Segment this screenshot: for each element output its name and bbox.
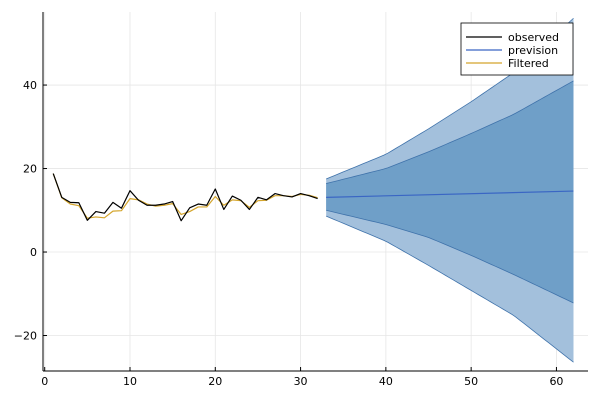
axes xyxy=(42,12,588,372)
series-lines xyxy=(52,173,574,222)
y-tick-label: −20 xyxy=(14,330,37,343)
y-tick-label: 40 xyxy=(23,79,37,92)
legend-box xyxy=(460,22,574,76)
series-line-filtered xyxy=(52,173,318,219)
confidence-bands xyxy=(326,17,574,363)
x-tick-label: 30 xyxy=(294,375,308,388)
series-line-observed xyxy=(52,173,318,222)
x-tick-label: 50 xyxy=(464,375,478,388)
band-inner xyxy=(326,80,574,303)
band-outer-lower-edge xyxy=(326,215,574,363)
x-tick-label: 10 xyxy=(123,375,137,388)
x-tick-label: 40 xyxy=(379,375,393,388)
y-tick-label: 20 xyxy=(23,163,37,176)
band-inner-lower-edge xyxy=(326,209,574,304)
x-tick-label: 0 xyxy=(41,375,48,388)
series-line-prevision xyxy=(326,190,574,198)
tick-labels: 0 10 20 30 40 50 60 −20 0 20 40 xyxy=(14,79,564,388)
band-inner-upper-edge xyxy=(326,80,574,184)
x-tick-label: 60 xyxy=(549,375,563,388)
y-tick-label: 0 xyxy=(30,246,37,259)
legend-label-prevision: prevision xyxy=(508,44,558,57)
legend-label-observed: observed xyxy=(508,31,559,44)
legend-label-filtered: Filtered xyxy=(508,57,549,70)
x-tick-label: 20 xyxy=(208,375,222,388)
legend: observed prevision Filtered xyxy=(460,22,574,76)
